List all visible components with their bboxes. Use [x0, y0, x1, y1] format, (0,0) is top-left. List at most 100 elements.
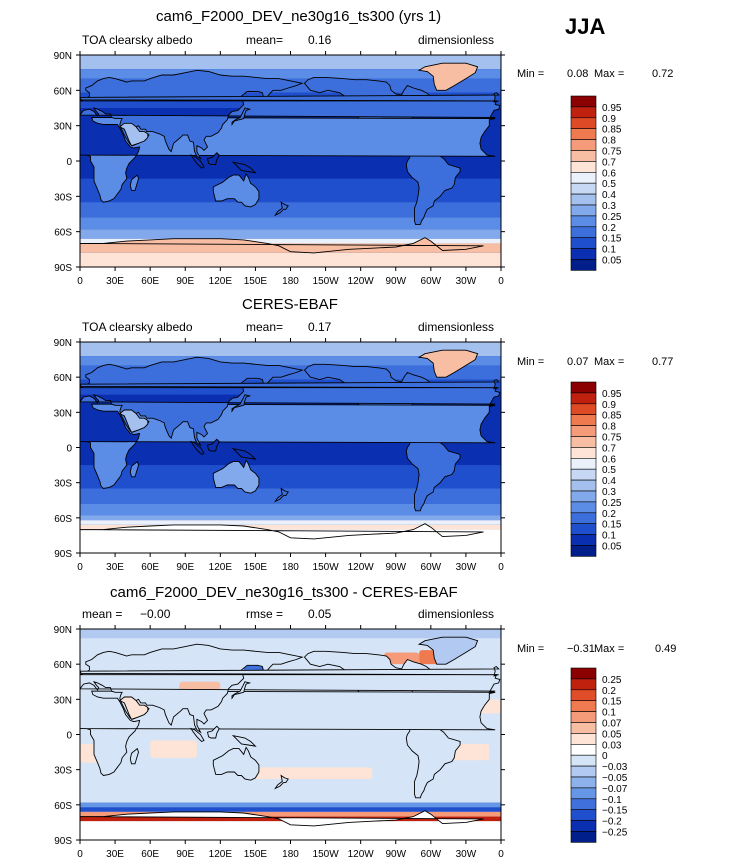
latitude-band [80, 520, 501, 525]
coastline-uk [80, 378, 500, 390]
lon-tick-label: 180 [282, 276, 299, 287]
colorbar-box [570, 776, 597, 789]
lon-tick-label: 60W [421, 276, 442, 287]
coastline-greenland [417, 62, 479, 91]
lat-tick-label: 0 [66, 157, 72, 168]
colorbar-box [570, 722, 597, 734]
colorbar-label: 0.9 [602, 400, 616, 411]
colorbar-box [570, 733, 597, 745]
lon-tick-label: 120W [348, 562, 375, 573]
latitude-band [80, 629, 501, 639]
panel-1-min-label: Min = [517, 68, 545, 80]
colorbar-box [570, 95, 597, 108]
lon-tick-label: 180 [282, 849, 299, 860]
colorbar-label: 0.15 [602, 697, 622, 708]
lon-tick-label: 120W [348, 849, 375, 860]
lon-tick-label: 150E [244, 849, 268, 860]
colorbar-label: 0.95 [602, 103, 622, 114]
colorbar-label: 0.3 [602, 201, 616, 212]
coastline-borneo [206, 438, 220, 452]
lon-tick-label: 90E [176, 562, 194, 573]
colorbar-box [570, 248, 597, 260]
lat-tick-label: 90N [54, 51, 72, 62]
lon-tick-label: 90W [385, 562, 406, 573]
map-panel-1 [80, 55, 501, 267]
lon-tick-label: 60E [141, 562, 159, 573]
latitude-band [80, 342, 501, 357]
latitude-band [80, 178, 501, 203]
lon-tick-label: 30E [106, 562, 124, 573]
lon-tick-label: 0 [77, 849, 83, 860]
colorbar-label: 0.25 [602, 675, 622, 686]
colorbar-box [570, 150, 597, 162]
panel-3-min-value: −0.31 [567, 643, 595, 655]
colorbar-label: 0.3 [602, 487, 616, 498]
colorbar-box [570, 490, 597, 503]
colorbar-box [570, 436, 597, 448]
panel-1-units-label: dimensionless [418, 33, 495, 47]
coastline-africa [80, 690, 496, 776]
coastline-japan [231, 394, 252, 413]
colorbar-box [570, 765, 597, 778]
lon-tick-label: 120E [209, 562, 233, 573]
colorbar-box [570, 139, 597, 151]
lon-tick-label: 0 [498, 276, 504, 287]
lat-tick-label: 90N [54, 625, 72, 636]
lon-tick-label: 60E [141, 849, 159, 860]
latitude-band [80, 356, 501, 366]
colorbar-box [570, 392, 597, 405]
latitude-band [80, 638, 501, 651]
panel-3-rmse-label: rmse = [246, 607, 284, 621]
lat-tick-label: 30S [54, 766, 72, 777]
colorbar-box [570, 798, 597, 810]
map-panel-2 [80, 342, 501, 553]
coastline-uk [80, 92, 500, 103]
colorbar-label: −0.07 [602, 784, 628, 795]
latitude-band [80, 229, 501, 239]
latitude-band [80, 529, 501, 553]
colorbar-box [570, 172, 597, 184]
lon-tick-label: 150E [244, 562, 268, 573]
panel-2-title: CERES-EBAF [242, 296, 338, 313]
colorbar-label: 0.85 [602, 125, 622, 136]
colorbar-label: 0.6 [602, 168, 616, 179]
colorbar-label: 0.1 [602, 531, 616, 542]
colorbar-box [570, 106, 597, 119]
coastline-europeAsia [80, 643, 501, 734]
coastline-newGuinea [231, 447, 257, 460]
colorbar-label: −0.1 [602, 795, 622, 806]
lon-tick-label: 60E [141, 276, 159, 287]
coastline-madagascar [129, 174, 139, 191]
coastline-sumatra [190, 440, 205, 456]
colorbar-box [570, 787, 597, 800]
panel-3-max-label: Max = [594, 643, 625, 655]
lat-tick-label: 0 [66, 731, 72, 742]
coastline-newZealand [274, 774, 289, 790]
lat-tick-label: 0 [66, 444, 72, 455]
colorbar-label: 0.25 [602, 212, 622, 223]
panel-3-rmse-value: 0.05 [308, 607, 332, 621]
colorbar-box [570, 128, 597, 140]
panel-2-mean-value: 0.17 [308, 320, 332, 334]
panel-2-max-label: Max = [594, 356, 625, 368]
colorbar-label: 0.2 [602, 223, 616, 234]
coastline-southAmerica [405, 147, 461, 226]
season-label: JJA [565, 14, 606, 39]
colorbar-box [570, 161, 597, 173]
coastline-southAmerica [405, 434, 461, 512]
coastline-australia [212, 459, 260, 494]
lon-tick-label: 120E [209, 276, 233, 287]
colorbar-label: 0.75 [602, 147, 622, 158]
coastline-madagascar [129, 747, 139, 765]
colorbar-box [570, 259, 597, 271]
colorbar-label: 0.03 [602, 740, 622, 751]
lat-tick-label: 90S [54, 836, 72, 847]
colorbar-label: 0.5 [602, 179, 616, 190]
colorbar-box [570, 425, 597, 437]
panel-1-variable-label: TOA clearsky albedo [82, 33, 193, 47]
panel-1-mean-label: mean= [246, 33, 284, 47]
panel-2-variable-label: TOA clearsky albedo [82, 320, 193, 334]
lat-tick-label: 30N [54, 122, 72, 133]
lat-tick-label: 60N [54, 660, 72, 671]
